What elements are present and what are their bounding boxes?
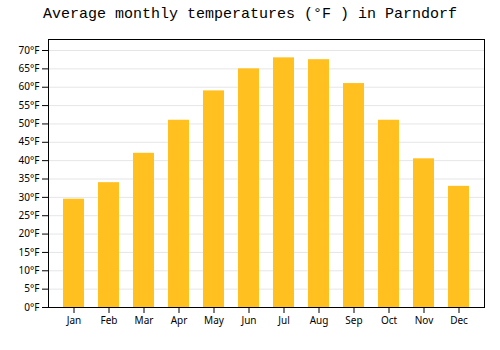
svg-text:65°F: 65°F — [19, 61, 40, 75]
svg-text:70°F: 70°F — [19, 43, 40, 57]
svg-text:Jul: Jul — [277, 313, 290, 327]
svg-text:Feb: Feb — [101, 313, 118, 327]
svg-text:60°F: 60°F — [19, 79, 40, 93]
svg-text:50°F: 50°F — [19, 116, 40, 130]
svg-text:Nov: Nov — [415, 313, 434, 327]
svg-text:35°F: 35°F — [19, 171, 40, 185]
svg-text:May: May — [204, 313, 225, 327]
svg-text:40°F: 40°F — [19, 153, 40, 167]
svg-text:Mar: Mar — [135, 313, 154, 327]
svg-text:10°F: 10°F — [19, 263, 40, 277]
svg-text:30°F: 30°F — [19, 190, 40, 204]
svg-text:20°F: 20°F — [19, 226, 40, 240]
svg-text:0°F: 0°F — [24, 300, 39, 314]
svg-text:Aug: Aug — [310, 313, 329, 327]
svg-text:45°F: 45°F — [19, 134, 40, 148]
svg-text:Jun: Jun — [240, 313, 256, 327]
svg-text:Apr: Apr — [171, 313, 188, 327]
svg-text:25°F: 25°F — [19, 208, 40, 222]
svg-text:15°F: 15°F — [19, 245, 40, 259]
svg-text:5°F: 5°F — [24, 281, 39, 295]
svg-text:Jan: Jan — [66, 313, 82, 327]
svg-text:Sep: Sep — [345, 313, 362, 327]
svg-text:55°F: 55°F — [19, 98, 40, 112]
html-text:Average monthly temperatures (: Average monthly temperatures (°F ) in Pa… — [43, 6, 457, 23]
svg-text:Oct: Oct — [381, 313, 398, 327]
svg-text:Dec: Dec — [450, 313, 468, 327]
